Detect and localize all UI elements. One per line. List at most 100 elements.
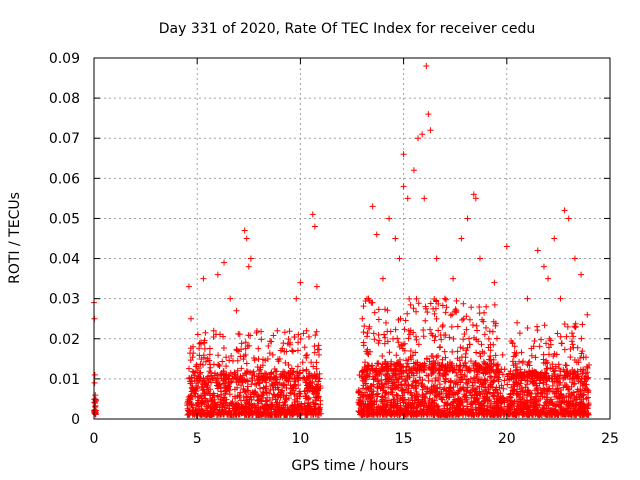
data-point: [238, 397, 245, 404]
data-point: [232, 395, 239, 402]
data-point: [444, 400, 451, 407]
data-point: [568, 330, 575, 337]
data-point: [315, 375, 322, 382]
data-point: [493, 366, 500, 373]
data-point: [251, 357, 258, 364]
data-point: [554, 330, 561, 337]
data-point: [294, 363, 301, 370]
data-point: [220, 345, 227, 352]
y-tick-label: 0.07: [49, 131, 80, 147]
data-point: [384, 307, 391, 314]
data-point: [477, 379, 484, 386]
data-point: [455, 395, 462, 402]
data-point: [280, 405, 287, 412]
data-point: [200, 275, 207, 282]
data-point: [573, 393, 580, 400]
data-point: [477, 401, 484, 408]
data-point: [481, 331, 488, 338]
data-point: [358, 368, 365, 375]
data-point: [431, 337, 438, 344]
data-point: [220, 333, 227, 340]
data-point: [270, 332, 277, 339]
data-point: [200, 386, 207, 393]
data-point: [243, 377, 250, 384]
data-point: [481, 398, 488, 405]
data-point: [282, 401, 289, 408]
data-point: [426, 358, 433, 365]
data-point: [212, 404, 219, 411]
data-point: [383, 389, 390, 396]
data-point: [474, 384, 481, 391]
data-point: [548, 399, 555, 406]
data-point: [299, 375, 306, 382]
data-point: [573, 401, 580, 408]
data-point: [359, 315, 366, 322]
data-point: [534, 371, 541, 378]
data-point: [554, 385, 561, 392]
data-point: [201, 395, 208, 402]
data-point: [410, 372, 417, 379]
data-point: [464, 405, 471, 412]
data-point: [392, 367, 399, 374]
data-point: [308, 359, 315, 366]
data-point: [558, 340, 565, 347]
data-point: [249, 389, 256, 396]
data-point: [507, 390, 514, 397]
data-point: [290, 384, 297, 391]
data-point: [312, 374, 319, 381]
data-point: [301, 344, 308, 351]
data-point: [486, 363, 493, 370]
data-point: [487, 382, 494, 389]
data-point: [557, 379, 564, 386]
data-point: [290, 411, 297, 418]
data-point: [233, 411, 240, 418]
data-point: [186, 375, 193, 382]
data-point: [187, 350, 194, 357]
data-point: [484, 377, 491, 384]
data-point: [461, 331, 468, 338]
data-point: [460, 315, 467, 322]
data-point: [395, 316, 402, 323]
data-point: [368, 406, 375, 413]
data-point: [246, 342, 253, 349]
data-point: [410, 305, 417, 312]
data-point: [561, 346, 568, 353]
data-point: [462, 354, 469, 361]
data-point: [283, 384, 290, 391]
data-point: [464, 367, 471, 374]
data-point: [248, 381, 255, 388]
data-point: [390, 335, 397, 342]
data-point: [238, 382, 245, 389]
data-point: [572, 402, 579, 409]
data-point: [382, 372, 389, 379]
data-point: [579, 348, 586, 355]
data-point: [394, 359, 401, 366]
data-point: [314, 386, 321, 393]
data-point: [194, 331, 201, 338]
data-point: [221, 404, 228, 411]
data-point: [221, 375, 228, 382]
data-point: [557, 295, 564, 302]
data-point: [371, 336, 378, 343]
data-point: [224, 385, 231, 392]
data-point: [541, 322, 548, 329]
data-point: [295, 402, 302, 409]
data-point: [316, 408, 323, 415]
data-point: [269, 383, 276, 390]
data-point: [456, 366, 463, 373]
data-point: [308, 408, 315, 415]
data-point: [267, 371, 274, 378]
data-point: [461, 360, 468, 367]
data-point: [234, 357, 241, 364]
data-point: [421, 195, 428, 202]
data-point: [545, 351, 552, 358]
data-point: [388, 376, 395, 383]
data-point: [437, 366, 444, 373]
data-point: [480, 410, 487, 417]
data-point: [366, 392, 373, 399]
data-point: [528, 345, 535, 352]
data-point: [469, 321, 476, 328]
data-point: [376, 406, 383, 413]
data-point: [532, 410, 539, 417]
data-point: [244, 378, 251, 385]
